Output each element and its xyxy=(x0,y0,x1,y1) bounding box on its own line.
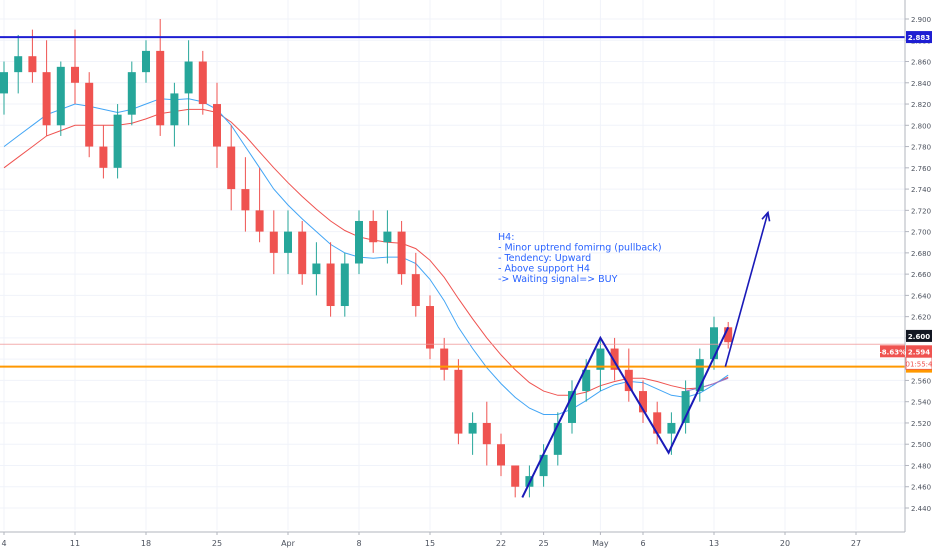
time-tick-label: 8 xyxy=(356,539,361,548)
price-tick-label: 2.860 xyxy=(911,59,931,67)
candle-body xyxy=(256,210,264,231)
price-tick-label: 2.780 xyxy=(911,144,931,152)
candle-body xyxy=(383,232,391,243)
candle-body xyxy=(170,93,178,125)
price-tick-label: 2.700 xyxy=(911,229,931,237)
price-tick-label: 2.460 xyxy=(911,484,931,492)
candle-body xyxy=(355,221,363,264)
candle-body xyxy=(511,465,519,486)
price-tick-label: 2.720 xyxy=(911,207,931,215)
price-tick-label: 2.740 xyxy=(911,186,931,194)
candle-body xyxy=(99,147,107,168)
candle-body xyxy=(284,232,292,253)
time-tick-label: Apr xyxy=(281,539,296,548)
time-tick-label: 20 xyxy=(780,539,790,548)
candle-body xyxy=(199,62,207,105)
last-price-tag-text: 2.594 xyxy=(908,348,930,356)
resistance-tag-text: 2.883 xyxy=(908,34,930,42)
candle-body xyxy=(426,306,434,349)
candle-body xyxy=(213,104,221,147)
candle-body xyxy=(114,115,122,168)
annotation-line: H4: xyxy=(498,232,514,243)
candle-body xyxy=(156,51,164,125)
time-tick-label: 18 xyxy=(141,539,151,548)
candle-body xyxy=(241,189,249,210)
candle-body xyxy=(454,370,462,434)
time-tick-label: 11 xyxy=(70,539,80,548)
candle-body xyxy=(554,423,562,455)
candle xyxy=(114,104,122,178)
time-tick-label: 25 xyxy=(539,539,549,548)
price-tick-label: 2.660 xyxy=(911,271,931,279)
candle-body xyxy=(710,327,718,359)
time-tick-label: 15 xyxy=(425,539,435,548)
candle-body xyxy=(341,264,349,307)
candle-body xyxy=(227,147,235,190)
price-tick-label: 2.540 xyxy=(911,399,931,407)
candle-body xyxy=(369,221,377,242)
time-tick-label: 4 xyxy=(1,539,6,548)
candle-body xyxy=(298,232,306,275)
time-tick-label: 6 xyxy=(640,539,645,548)
price-tick-label: 2.900 xyxy=(911,16,931,24)
price-tick-label: 2.500 xyxy=(911,441,931,449)
price-tick-label: 2.760 xyxy=(911,165,931,173)
time-tick-label: 27 xyxy=(851,539,861,548)
candle-body xyxy=(28,56,36,72)
countdown-text: 01:55:4 xyxy=(906,360,932,368)
candle-body xyxy=(312,264,320,275)
candle-body xyxy=(85,83,93,147)
candle-body xyxy=(14,56,22,72)
price-tick-label: 2.680 xyxy=(911,250,931,258)
candle-body xyxy=(412,274,420,306)
annotation-line: - Tendency: Upward xyxy=(498,253,591,264)
price-tick-label: 2.480 xyxy=(911,462,931,470)
price-tick-label: 2.520 xyxy=(911,420,931,428)
candle-body xyxy=(142,51,150,72)
candle-body xyxy=(398,232,406,275)
time-tick-label: 25 xyxy=(212,539,222,548)
candle-body xyxy=(43,72,51,125)
candle xyxy=(57,62,65,136)
candle-body xyxy=(497,444,505,465)
candle-body xyxy=(270,232,278,253)
candle-body xyxy=(469,423,477,434)
candle-body xyxy=(71,67,79,83)
price-tick-label: 2.440 xyxy=(911,505,931,513)
candle-body xyxy=(327,264,335,307)
candle-body xyxy=(0,72,8,93)
high-price-tag-text: 2.600 xyxy=(908,333,930,341)
candle xyxy=(85,72,93,157)
candle-body xyxy=(57,67,65,125)
price-tick-label: 2.620 xyxy=(911,314,931,322)
price-tick-label: 2.820 xyxy=(911,101,931,109)
change-badge-text: -8.63% xyxy=(879,348,906,356)
candle-body xyxy=(667,423,675,434)
annotation-line: - Minor uptrend fomirng (pullback) xyxy=(498,243,662,254)
candle-body xyxy=(185,62,193,94)
candle-body xyxy=(128,72,136,115)
time-axis[interactable]: 4 11 18 25 Apr 8 15 22 25 May 6 13 20 27 xyxy=(1,532,861,548)
annotation-line: -> Waiting signal=> BUY xyxy=(498,274,618,285)
time-tick-label: 13 xyxy=(709,539,719,548)
price-tick-label: 2.640 xyxy=(911,292,931,300)
price-tick-label: 2.560 xyxy=(911,377,931,385)
price-tick-label: 2.840 xyxy=(911,80,931,88)
annotation-line: - Above support H4 xyxy=(498,264,590,275)
candle-body xyxy=(483,423,491,444)
time-tick-label: 22 xyxy=(496,539,506,548)
time-tick-label: May xyxy=(592,539,609,548)
price-tick-label: 2.800 xyxy=(911,122,931,130)
candle xyxy=(454,359,462,444)
